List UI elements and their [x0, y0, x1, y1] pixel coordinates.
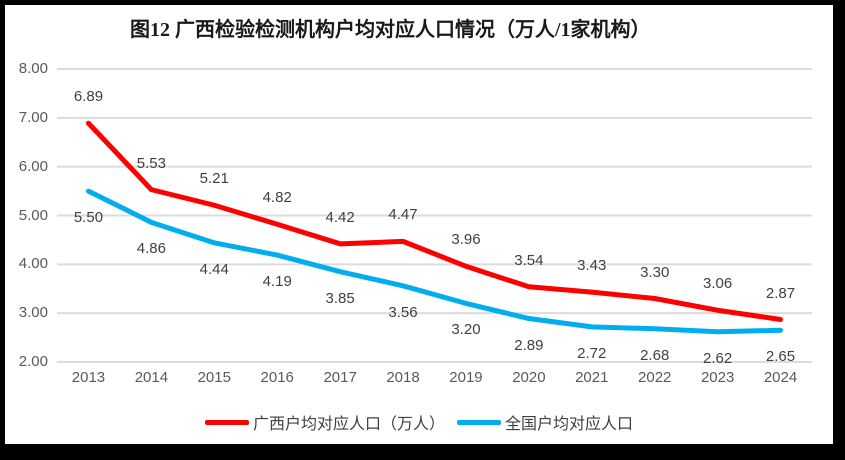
data-label-national: 4.44: [199, 260, 229, 278]
data-label-guangxi: 3.43: [577, 257, 607, 275]
guangxi-line: [85, 120, 784, 323]
legend-item-guangxi: 广西户均对应人口（万人）: [204, 410, 445, 434]
y-axis-tick-label: 4.00: [18, 255, 48, 273]
blue-line-swatch-icon: [457, 419, 501, 425]
red-line-swatch-icon: [204, 419, 249, 425]
x-axis-tick-label: 2013: [71, 369, 106, 386]
x-axis-tick-label: 2018: [386, 369, 420, 386]
y-axis-tick-label: 5.00: [18, 206, 48, 224]
y-axis-tick-label: 8.00: [18, 60, 48, 77]
data-label-guangxi: 3.54: [514, 251, 544, 269]
data-label-guangxi: 3.96: [451, 231, 481, 249]
data-label-guangxi: 2.87: [765, 284, 796, 302]
data-label-guangxi: 4.82: [262, 189, 292, 207]
y-axis-tick-label: 7.00: [18, 108, 48, 126]
y-axis-tick-label: 3.00: [18, 304, 48, 322]
x-axis-tick-label: 2017: [323, 369, 357, 386]
x-axis-tick-label: 2020: [512, 369, 546, 386]
legend-item-national: 全国户均对应人口: [457, 410, 633, 434]
chart-canvas: 图12 广西检验检测机构户均对应人口情况（万人/1家机构） 2.00 3.00 4.…: [5, 5, 833, 444]
x-axis-tick-label: 2016: [260, 369, 294, 386]
data-label-national: 5.50: [73, 209, 104, 227]
data-label-guangxi: 3.06: [703, 275, 733, 293]
legend-label-national: 全国户均对应人口: [505, 416, 634, 433]
data-label-national: 4.86: [136, 240, 166, 258]
chart-title: 图12 广西检验检测机构户均对应人口情况（万人/1家机构）: [130, 19, 651, 41]
data-label-national: 3.20: [451, 321, 481, 339]
y-axis-tick-label: 2.00: [18, 353, 48, 370]
data-label-guangxi: 3.30: [640, 263, 670, 281]
x-axis-tick-label: 2024: [763, 369, 798, 386]
data-label-guangxi: 5.21: [199, 170, 229, 188]
x-axis-tick-label: 2022: [638, 369, 672, 386]
data-label-national: 2.68: [640, 346, 670, 364]
plot-area: 2.00 3.00 4.00 5.00 6.00 7.00 8.00 2013 2014 2015…: [5, 5, 833, 444]
data-label-national: 2.62: [703, 349, 733, 367]
data-label-national: 3.56: [388, 303, 418, 321]
data-label-national: 3.85: [325, 289, 355, 307]
data-label-guangxi: 4.42: [325, 208, 355, 226]
data-label-national: 2.89: [514, 336, 544, 354]
data-label-guangxi: 4.47: [388, 206, 418, 224]
x-axis-tick-label: 2015: [197, 369, 231, 386]
data-label-national: 2.65: [765, 348, 796, 366]
data-label-national: 4.19: [262, 273, 292, 291]
data-label-national: 2.72: [577, 344, 607, 362]
legend-label-guangxi: 广西户均对应人口（万人）: [252, 416, 445, 433]
x-axis-tick-label: 2014: [134, 369, 169, 386]
x-axis-tick-label: 2019: [449, 369, 483, 386]
x-axis-tick-label: 2021: [575, 369, 609, 386]
data-label-guangxi: 5.53: [136, 154, 166, 172]
x-axis-tick-label: 2023: [700, 369, 735, 386]
chart-svg: [57, 68, 812, 363]
legend: 广西户均对应人口（万人） 全国户均对应人口: [5, 410, 833, 434]
national-line: [85, 188, 784, 335]
y-axis-tick-label: 6.00: [18, 157, 48, 175]
data-label-guangxi: 6.89: [73, 88, 104, 106]
